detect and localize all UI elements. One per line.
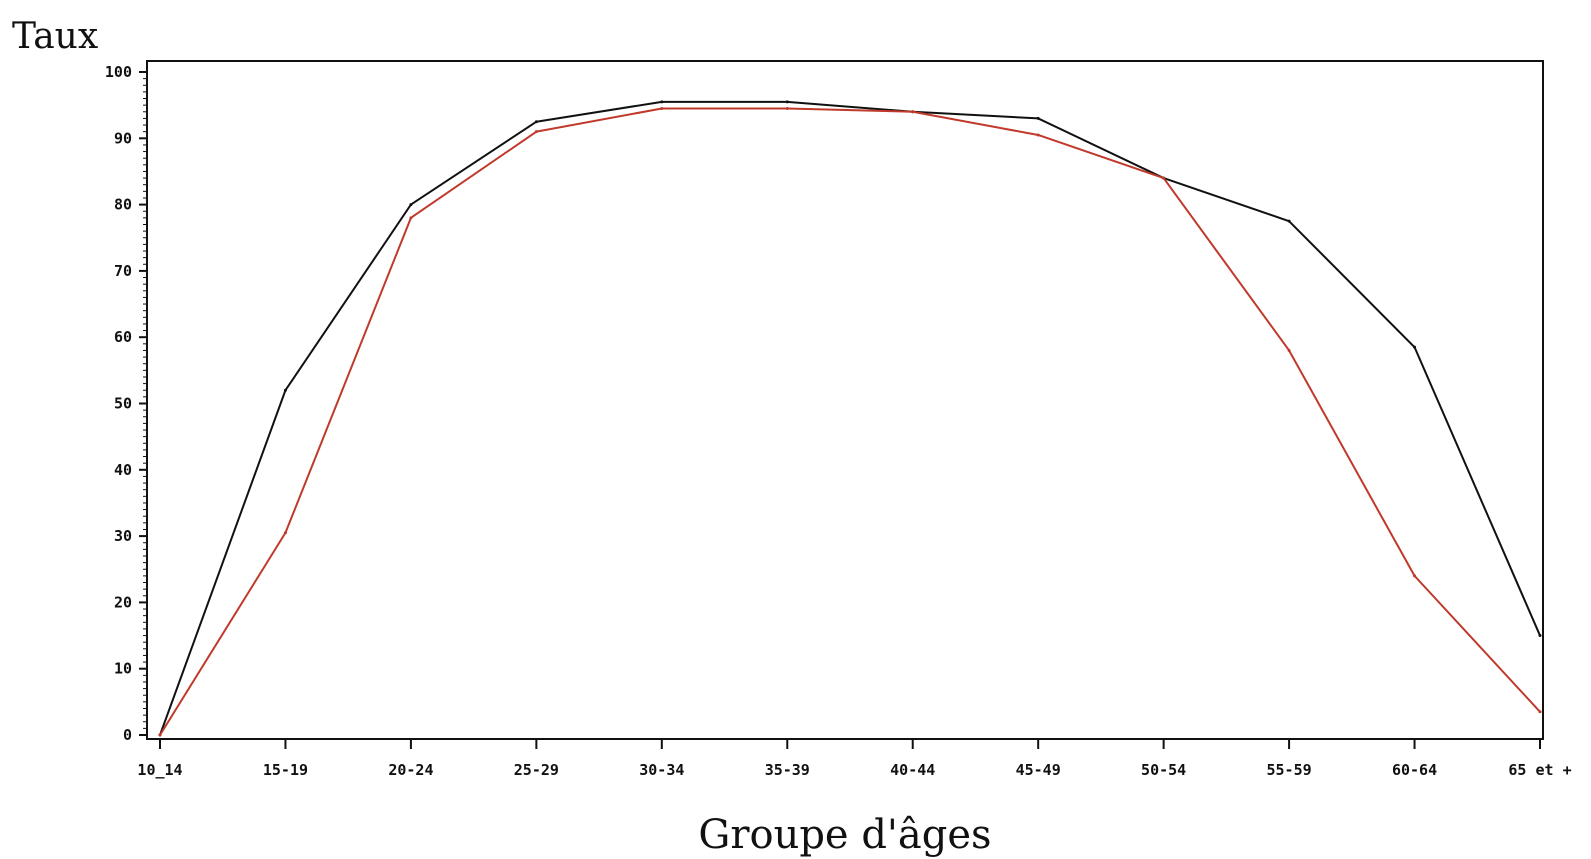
y-tick-label: 0 <box>123 726 132 744</box>
x-tick-label: 40-44 <box>890 761 935 779</box>
y-tick-label: 40 <box>114 461 132 479</box>
plot-frame <box>147 61 1543 739</box>
data-point <box>1288 349 1291 352</box>
data-point <box>535 120 538 123</box>
y-tick-label: 20 <box>114 593 132 611</box>
data-point <box>1539 710 1542 713</box>
data-point <box>159 734 162 737</box>
data-point <box>1288 220 1291 223</box>
x-tick-label: 10_14 <box>137 761 182 779</box>
x-tick-label: 55-59 <box>1267 761 1312 779</box>
data-point <box>786 107 789 110</box>
y-tick-label: 70 <box>114 262 132 280</box>
x-tick-label: 30-34 <box>639 761 684 779</box>
y-tick-label: 10 <box>114 660 132 678</box>
data-point <box>1037 117 1040 120</box>
data-point <box>1413 574 1416 577</box>
series-1 <box>159 100 1542 736</box>
y-axis: 0 10 20 30 40 50 60 70 80 90 100 <box>105 63 147 744</box>
y-tick-label: 80 <box>114 196 132 214</box>
series-line <box>160 102 1540 735</box>
x-tick-label: 15-19 <box>263 761 308 779</box>
x-axis-title: Groupe d'âges <box>698 812 991 858</box>
data-point <box>1413 346 1416 349</box>
data-point <box>660 107 663 110</box>
x-tick-label: 35-39 <box>765 761 810 779</box>
data-point <box>535 130 538 133</box>
data-point <box>1037 133 1040 136</box>
y-tick-label: 30 <box>114 527 132 545</box>
data-point <box>409 216 412 219</box>
series-2 <box>159 107 1542 737</box>
x-tick-label: 20-24 <box>388 761 433 779</box>
x-tick-label: 50-54 <box>1141 761 1186 779</box>
series-layer <box>159 100 1542 736</box>
x-tick-label: 65 et + <box>1508 761 1571 779</box>
y-tick-label: 50 <box>114 395 132 413</box>
x-tick-label: 60-64 <box>1392 761 1437 779</box>
x-axis: 10_14 15-19 20-24 25-29 30-34 35-39 40-44 45-49… <box>137 739 1571 779</box>
data-point <box>284 389 287 392</box>
x-tick-label: 45-49 <box>1016 761 1061 779</box>
data-point <box>660 100 663 103</box>
series-line <box>160 108 1540 735</box>
data-point <box>1162 177 1165 180</box>
y-tick-label: 90 <box>114 129 132 147</box>
data-point <box>409 203 412 206</box>
data-point <box>284 531 287 534</box>
data-point <box>911 110 914 113</box>
x-tick-label: 25-29 <box>514 761 559 779</box>
y-tick-label: 100 <box>105 63 132 81</box>
data-point <box>786 100 789 103</box>
y-tick-label: 60 <box>114 328 132 346</box>
y-axis-title: Taux <box>12 16 98 57</box>
data-point <box>1539 634 1542 637</box>
